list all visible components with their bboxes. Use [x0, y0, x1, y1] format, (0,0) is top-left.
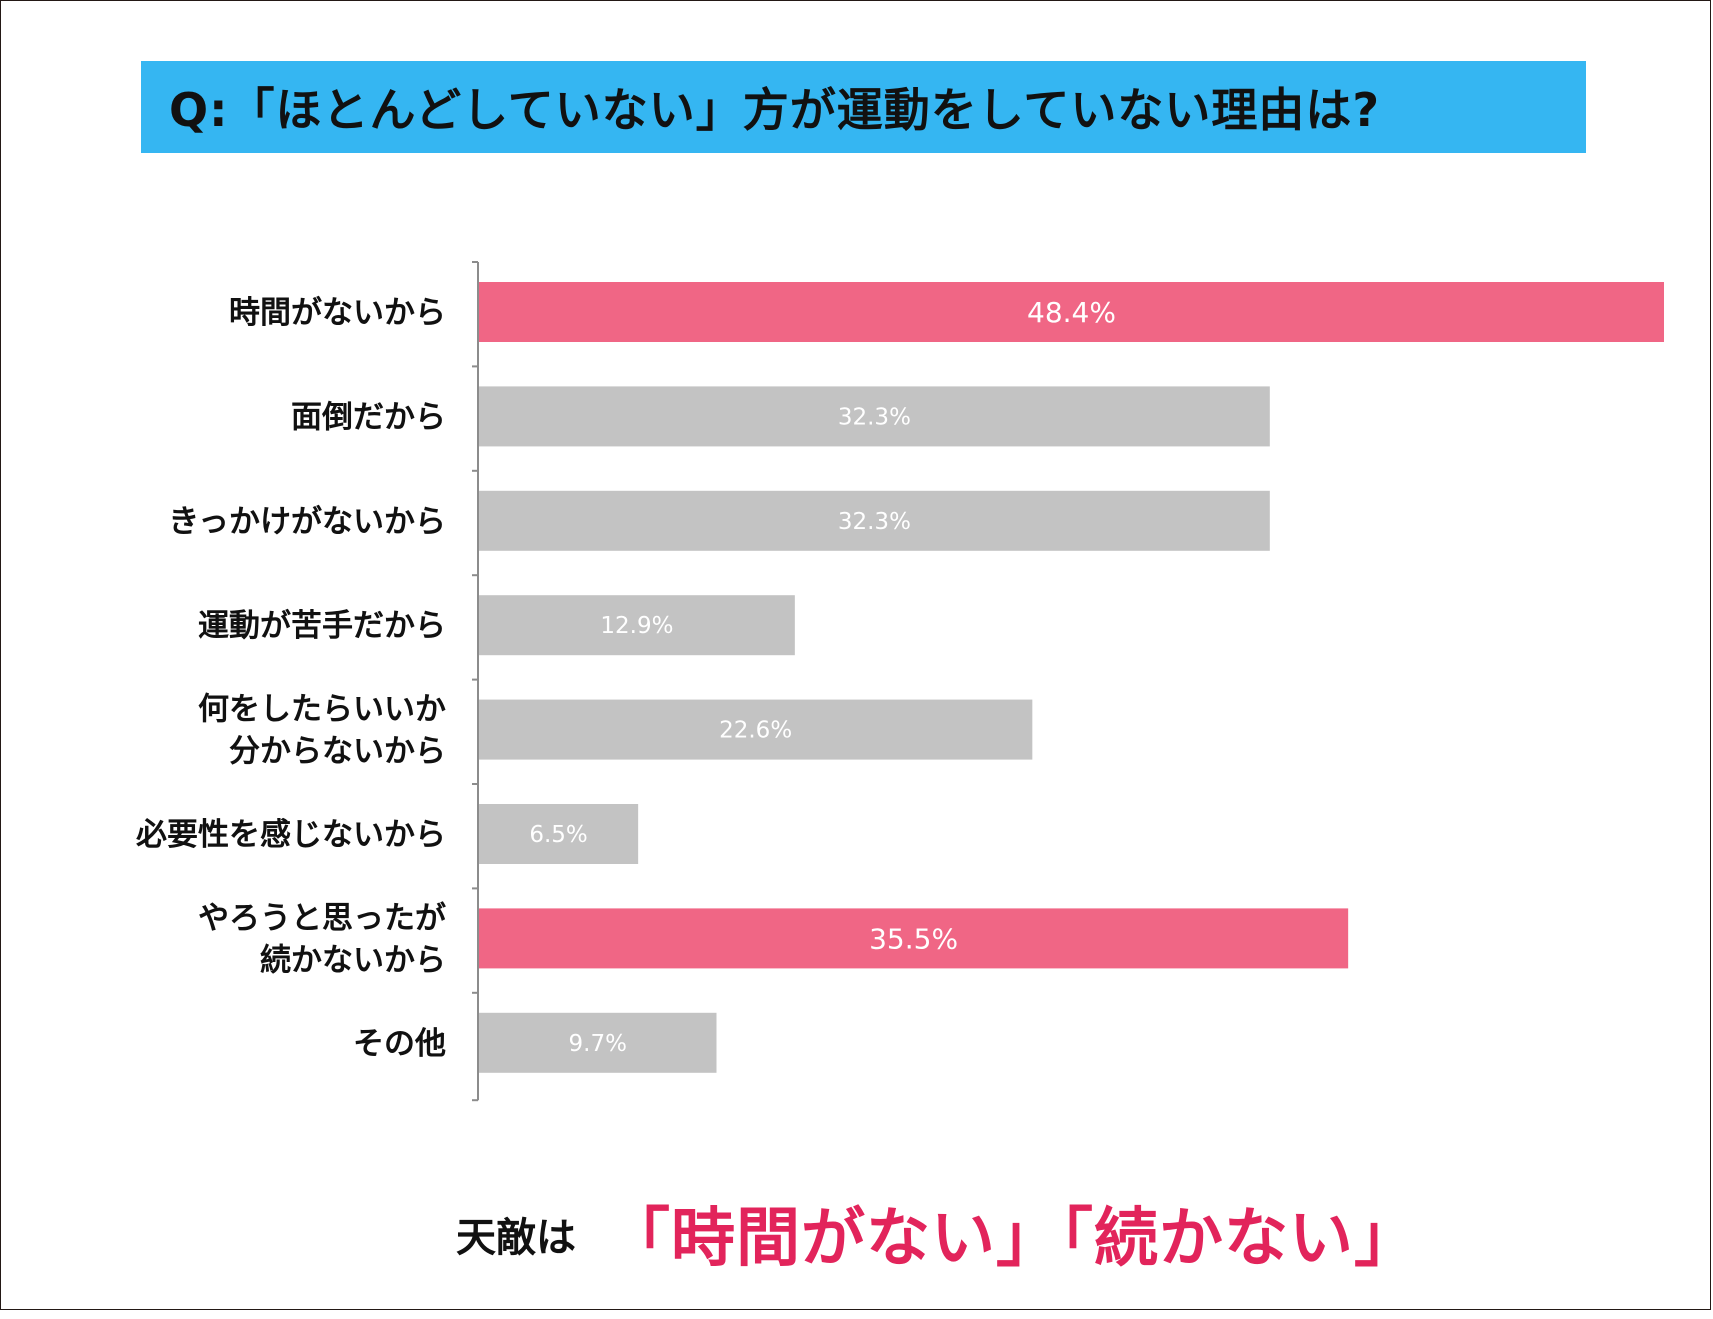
- bar: [479, 699, 1033, 760]
- category-label: やろうと思ったが: [198, 900, 446, 936]
- bar-value-label: 12.9%: [600, 613, 673, 639]
- category-label: 分からないから: [229, 734, 446, 770]
- category-label: 運動が苦手だから: [198, 608, 446, 644]
- bar-value-label: 32.3%: [838, 404, 911, 430]
- bar: [479, 386, 1270, 447]
- bar-value-label: 22.6%: [719, 718, 792, 744]
- title-banner: Q:「ほとんどしていない」方が運動をしていない理由は?: [141, 61, 1586, 153]
- category-label: 面倒だから: [291, 399, 446, 435]
- footer-conclusion: 天敵は 「時間がない」「続かない」: [1, 1181, 1713, 1276]
- bar-chart: 48.4% 時間がないから 32.3% 面倒だから 32.3% きっかけがないから 12.9…: [136, 261, 1664, 1102]
- bar-value-label: 35.5%: [869, 922, 958, 955]
- footer-lead-text: 天敵は: [456, 1215, 576, 1261]
- category-label: 何をしたらいいか: [198, 692, 446, 728]
- bar-value-label: 6.5%: [529, 822, 587, 848]
- bar: [479, 490, 1270, 551]
- category-label: 時間がないから: [229, 295, 446, 331]
- chart-title: Q:「ほとんどしていない」方が運動をしていない理由は?: [169, 83, 1381, 137]
- category-label: きっかけがないから: [168, 504, 446, 540]
- footer-emphasis-text: 「時間がない」「続かない」: [606, 1202, 1419, 1276]
- bar-value-label: 32.3%: [838, 509, 911, 535]
- bar-value-label: 48.4%: [1027, 296, 1116, 329]
- bar: [479, 1012, 717, 1073]
- category-label: 続かないから: [260, 942, 446, 978]
- bar: [479, 908, 1349, 969]
- bar-value-label: 9.7%: [569, 1031, 627, 1057]
- category-label: その他: [353, 1026, 446, 1062]
- bar: [479, 595, 795, 656]
- bar: [479, 804, 639, 864]
- category-label: 必要性を感じないから: [136, 817, 446, 853]
- bar: [479, 282, 1664, 342]
